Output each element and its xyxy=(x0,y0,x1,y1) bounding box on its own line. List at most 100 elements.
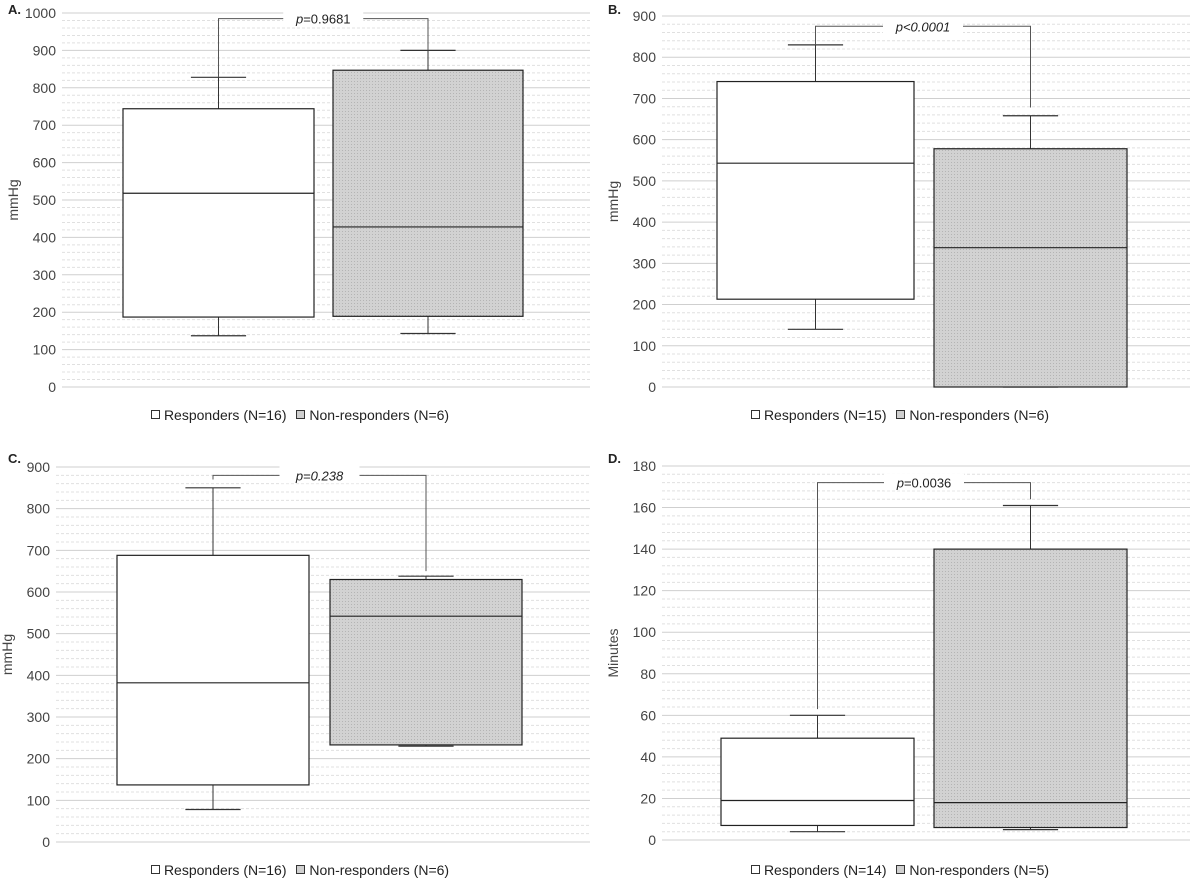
y-tick-label: 80 xyxy=(640,666,656,682)
chart-legend: Responders (N=15) Non-responders (N=6) xyxy=(600,406,1200,423)
y-tick-label: 800 xyxy=(33,80,57,96)
legend-label: Non-responders (N=5) xyxy=(909,861,1050,878)
p-value-label: p=0.9681 xyxy=(295,12,351,27)
responders-box xyxy=(122,108,315,318)
y-tick-label: 160 xyxy=(633,500,657,516)
legend-swatch xyxy=(896,865,906,874)
non-responders-box xyxy=(329,578,523,746)
boxplot-chart: 0 100 200 300 400 500 600 700 800 900 1000 mmHg p=0.… xyxy=(5,5,590,395)
legend-swatch xyxy=(150,410,160,419)
p-value: =0.238 xyxy=(303,468,344,483)
chart-panel-d: D. 0 20 40 60 80 100 120 140 160 180 Minutes p=0.00… xyxy=(600,439,1200,878)
panel-label: B. xyxy=(608,2,621,17)
chart-legend: Responders (N=16) Non-responders (N=6) xyxy=(0,406,600,423)
p-symbol: p xyxy=(895,19,903,34)
boxplot-chart: 0 100 200 300 400 500 600 700 800 900 mmHg p=0.238 xyxy=(0,459,590,850)
p-value-label: p<0.0001 xyxy=(895,19,951,34)
p-value: =0.9681 xyxy=(303,12,350,27)
y-tick-label: 800 xyxy=(633,49,657,65)
y-tick-label: 900 xyxy=(33,42,57,58)
y-tick-label: 100 xyxy=(27,792,51,808)
significance-bracket xyxy=(218,18,429,78)
p-value-bg xyxy=(279,466,360,484)
legend-label: Responders (N=14) xyxy=(763,861,887,878)
y-tick-label: 0 xyxy=(42,834,50,850)
p-value: =0.0036 xyxy=(904,476,951,491)
y-tick-label: 1000 xyxy=(25,5,56,21)
legend-label: Non-responders (N=6) xyxy=(909,406,1050,423)
y-tick-label: 200 xyxy=(633,297,657,313)
y-tick-label: 0 xyxy=(648,832,656,848)
legend-item-responders: Responders (N=15) xyxy=(750,406,887,423)
y-tick-label: 0 xyxy=(648,379,656,395)
p-value-label: p=0.238 xyxy=(295,468,344,483)
legend-swatch xyxy=(296,865,306,874)
y-tick-label: 600 xyxy=(33,155,57,171)
y-tick-label: 500 xyxy=(33,192,57,208)
y-tick-label: 400 xyxy=(27,667,51,683)
chart-panel-c: C. 0 100 200 300 400 500 600 700 800 900 mmHg p=0.2… xyxy=(0,439,600,878)
panel-label: A. xyxy=(8,2,21,17)
y-tick-label: 200 xyxy=(27,751,51,767)
boxplot-chart: 0 20 40 60 80 100 120 140 160 180 Minutes p=0.0036 xyxy=(605,458,1190,848)
y-tick-label: 600 xyxy=(633,132,657,148)
legend-label: Responders (N=16) xyxy=(163,406,287,423)
legend-label: Non-responders (N=6) xyxy=(309,406,450,423)
legend-item-non-responders: Non-responders (N=6) xyxy=(896,407,1049,423)
y-tick-label: 40 xyxy=(640,749,656,765)
legend-label: Responders (N=15) xyxy=(763,406,887,423)
legend-item-responders: Responders (N=14) xyxy=(750,861,887,878)
p-value-label: p=0.0036 xyxy=(896,476,952,491)
legend-label: Responders (N=16) xyxy=(163,861,287,878)
legend-item-responders: Responders (N=16) xyxy=(150,861,287,878)
legend-item-responders: Responders (N=16) xyxy=(150,406,287,423)
y-axis-label: mmHg xyxy=(5,179,21,220)
y-tick-label: 900 xyxy=(633,8,657,24)
legend-swatch xyxy=(896,410,906,419)
legend-swatch xyxy=(750,410,760,419)
legend-swatch xyxy=(150,865,160,874)
y-tick-label: 300 xyxy=(633,255,657,271)
y-tick-label: 300 xyxy=(27,709,51,725)
y-tick-label: 700 xyxy=(27,542,51,558)
p-value: <0.0001 xyxy=(903,19,950,34)
legend-item-non-responders: Non-responders (N=6) xyxy=(296,862,449,878)
legend-swatch xyxy=(296,410,306,419)
legend-item-non-responders: Non-responders (N=5) xyxy=(896,862,1049,878)
responders-box xyxy=(716,80,915,300)
legend-item-non-responders: Non-responders (N=6) xyxy=(296,407,449,423)
boxplot-chart: 0 100 200 300 400 500 600 700 800 900 mmHg p<0.0001 xyxy=(605,8,1190,395)
p-symbol: p xyxy=(295,468,303,483)
y-tick-label: 100 xyxy=(633,624,657,640)
p-value-bg xyxy=(283,9,364,27)
chart-legend: Responders (N=14) Non-responders (N=5) xyxy=(600,861,1200,878)
p-value-bg xyxy=(883,17,963,35)
y-axis-label: Minutes xyxy=(605,628,621,677)
panel-label: D. xyxy=(608,451,621,466)
chart-panel-a: A. 0 100 200 300 400 500 600 700 800 900 1000 mmHg p… xyxy=(0,0,600,439)
y-tick-label: 600 xyxy=(27,584,51,600)
y-axis-label: mmHg xyxy=(605,181,621,222)
non-responders-box xyxy=(933,148,1128,388)
p-symbol: p xyxy=(896,476,904,491)
legend-label: Non-responders (N=6) xyxy=(309,861,450,878)
y-tick-label: 500 xyxy=(633,173,657,189)
panel-label: C. xyxy=(8,451,21,466)
y-tick-label: 140 xyxy=(633,541,657,557)
y-tick-label: 700 xyxy=(33,117,57,133)
y-tick-label: 120 xyxy=(633,583,657,599)
non-responders-box xyxy=(332,69,524,317)
y-tick-label: 300 xyxy=(33,267,57,283)
responders-box xyxy=(116,554,310,786)
y-tick-label: 100 xyxy=(633,338,657,354)
y-axis-label: mmHg xyxy=(0,634,15,675)
p-value-bg xyxy=(884,473,964,491)
y-tick-label: 0 xyxy=(48,379,56,395)
y-tick-label: 20 xyxy=(640,790,656,806)
y-tick-label: 900 xyxy=(27,459,51,475)
p-symbol: p xyxy=(295,12,303,27)
y-tick-label: 100 xyxy=(33,342,57,358)
chart-panel-b: B. 0 100 200 300 400 500 600 700 800 900 mmHg p<0.0… xyxy=(600,0,1200,439)
y-tick-label: 400 xyxy=(33,229,57,245)
chart-legend: Responders (N=16) Non-responders (N=6) xyxy=(0,861,600,878)
